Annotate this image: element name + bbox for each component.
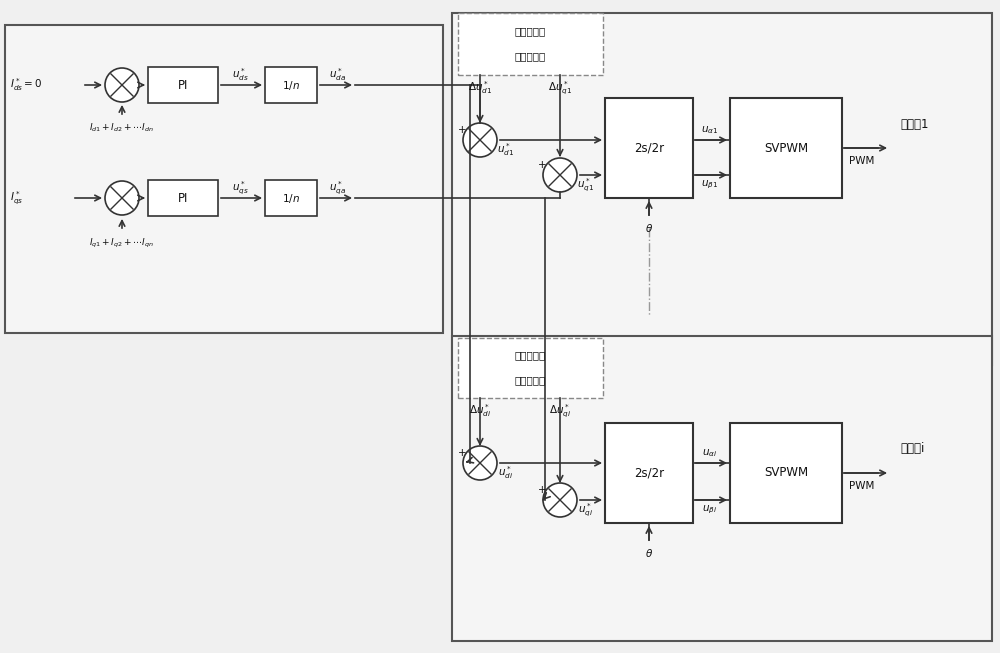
Circle shape — [543, 158, 577, 192]
Bar — [148, 67, 218, 103]
Circle shape — [543, 483, 577, 517]
Text: $u_{qs}^*$: $u_{qs}^*$ — [232, 180, 248, 197]
Bar — [730, 423, 842, 523]
Text: +: + — [538, 485, 546, 495]
Text: PWM: PWM — [849, 481, 875, 491]
Text: 均流差补偿: 均流差补偿 — [515, 350, 546, 360]
Bar — [452, 336, 992, 641]
Bar — [5, 25, 443, 333]
Text: $\Delta u_{di}^*$: $\Delta u_{di}^*$ — [469, 403, 491, 419]
Text: 均流差补偿: 均流差补偿 — [515, 26, 546, 36]
Text: PI: PI — [178, 191, 188, 204]
Text: $\Delta u_{qi}^*$: $\Delta u_{qi}^*$ — [549, 402, 571, 420]
Text: $u_{qi}^*$: $u_{qi}^*$ — [578, 502, 594, 518]
Bar — [148, 180, 218, 216]
Bar — [265, 180, 317, 216]
Text: $I_{q1}+I_{q2}+\cdots I_{qn}$: $I_{q1}+I_{q2}+\cdots I_{qn}$ — [89, 236, 155, 249]
Text: $u_{da}^*$: $u_{da}^*$ — [329, 67, 347, 84]
Text: 驱动器1: 驱动器1 — [900, 118, 928, 131]
Text: $u_{\alpha i}$: $u_{\alpha i}$ — [702, 447, 718, 459]
Text: $I_{qs}^*$: $I_{qs}^*$ — [10, 189, 23, 207]
Text: $I_{ds}^*=0$: $I_{ds}^*=0$ — [10, 76, 42, 93]
Circle shape — [463, 123, 497, 157]
Text: $u_{\alpha 1}$: $u_{\alpha 1}$ — [701, 124, 719, 136]
Text: 滞环控制器: 滞环控制器 — [515, 375, 546, 385]
Text: $\Delta u_{d1}^*$: $\Delta u_{d1}^*$ — [468, 80, 492, 97]
Text: $1/n$: $1/n$ — [282, 78, 300, 91]
Text: PI: PI — [178, 78, 188, 91]
Text: PWM: PWM — [849, 156, 875, 166]
Text: $\theta$: $\theta$ — [645, 547, 653, 559]
Bar — [452, 13, 992, 365]
Text: SVPWM: SVPWM — [764, 142, 808, 155]
Circle shape — [105, 181, 139, 215]
Text: 滞环控制器: 滞环控制器 — [515, 51, 546, 61]
Text: $u_{d1}^*$: $u_{d1}^*$ — [497, 142, 515, 159]
Text: $u_{q1}^*$: $u_{q1}^*$ — [577, 176, 595, 194]
Bar — [265, 67, 317, 103]
Bar — [605, 98, 693, 198]
Text: $u_{qa}^*$: $u_{qa}^*$ — [329, 180, 347, 197]
Text: 驱动器i: 驱动器i — [900, 441, 924, 454]
Bar — [458, 338, 603, 398]
Text: +: + — [458, 125, 466, 135]
Bar — [730, 98, 842, 198]
Text: $1/n$: $1/n$ — [282, 191, 300, 204]
Circle shape — [105, 68, 139, 102]
Bar — [605, 423, 693, 523]
Text: 2s/2r: 2s/2r — [634, 142, 664, 155]
Text: $I_{d1}+I_{d2}+\cdots I_{dn}$: $I_{d1}+I_{d2}+\cdots I_{dn}$ — [89, 121, 155, 135]
Bar — [458, 13, 603, 75]
Text: 2s/2r: 2s/2r — [634, 466, 664, 479]
Text: $u_{di}^*$: $u_{di}^*$ — [498, 464, 514, 481]
Circle shape — [463, 446, 497, 480]
Text: $u_{\beta 1}$: $u_{\beta 1}$ — [701, 179, 719, 191]
Text: +: + — [538, 160, 546, 170]
Text: $\theta$: $\theta$ — [645, 222, 653, 234]
Text: +: + — [458, 448, 466, 458]
Text: SVPWM: SVPWM — [764, 466, 808, 479]
Text: $u_{ds}^*$: $u_{ds}^*$ — [232, 67, 248, 84]
Text: $u_{\beta i}$: $u_{\beta i}$ — [702, 504, 718, 517]
Text: $\Delta u_{q1}^*$: $\Delta u_{q1}^*$ — [548, 79, 572, 97]
